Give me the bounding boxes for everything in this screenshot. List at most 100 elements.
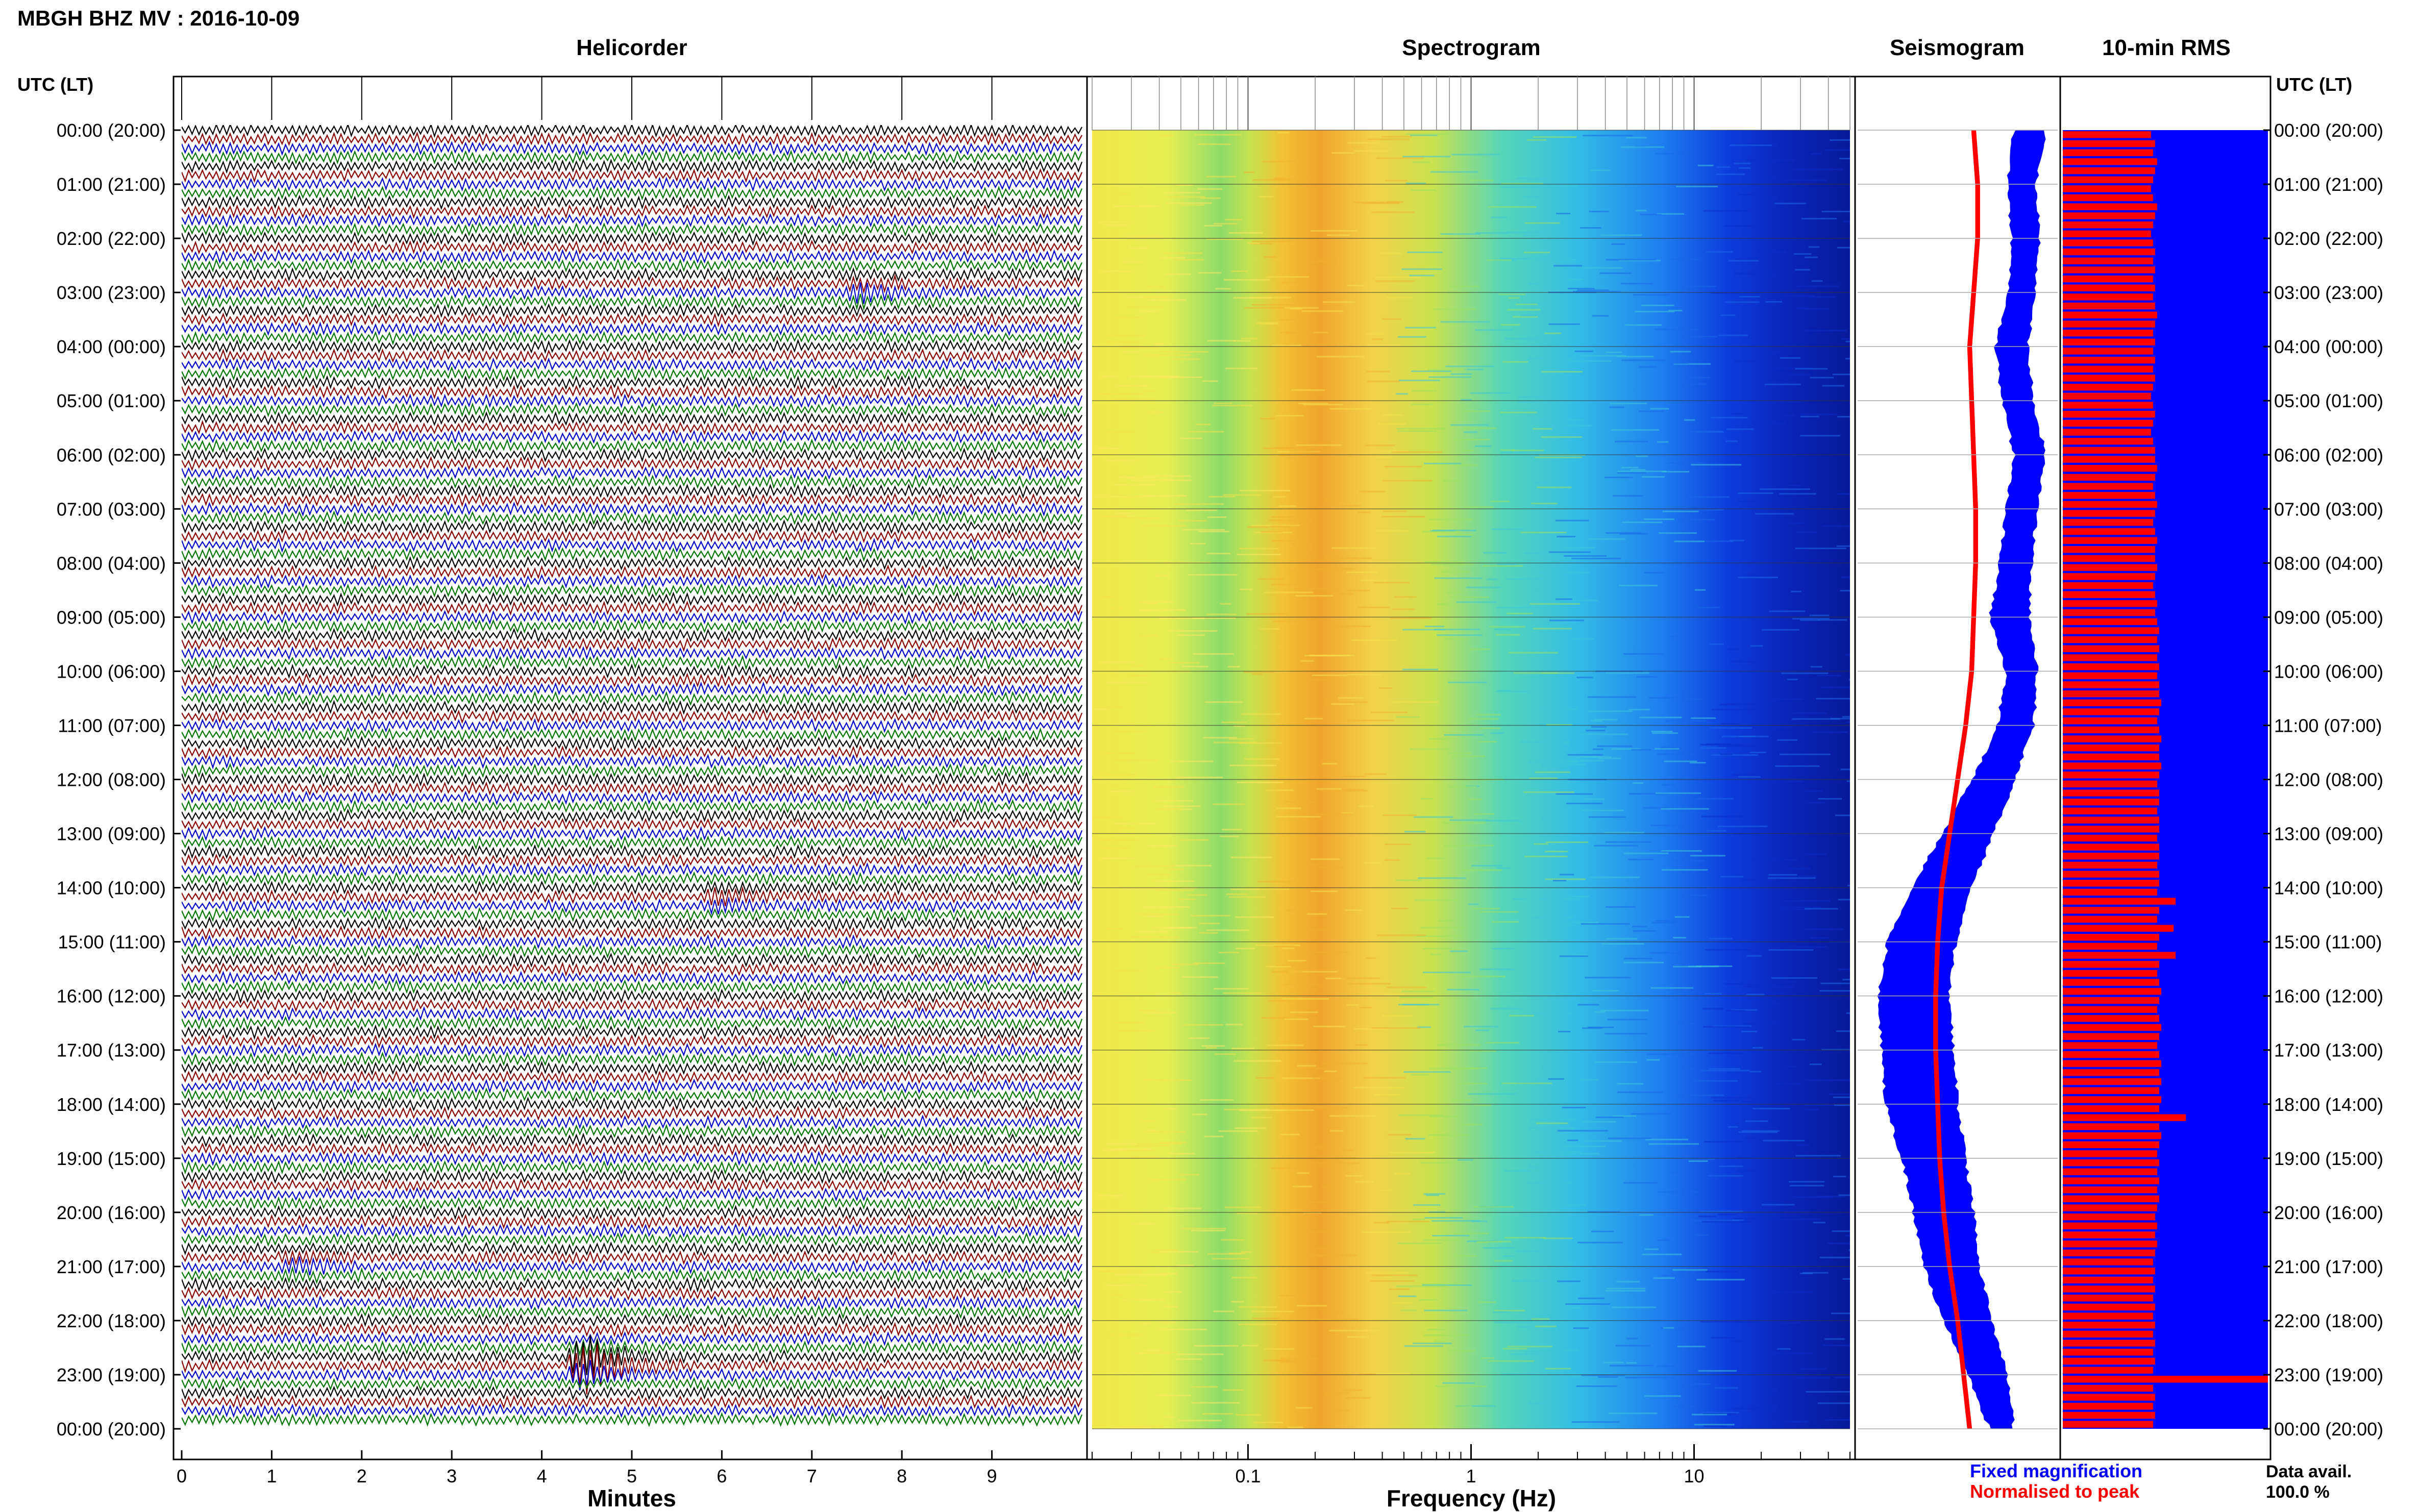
spectrogram-speckle [1461, 1124, 1483, 1126]
spectrogram-speckle [1103, 1149, 1125, 1151]
spectrogram-speckle [1533, 1012, 1573, 1014]
helicorder-trace [182, 141, 1082, 156]
spectrogram-speckle [1563, 1145, 1606, 1147]
spectrogram-speckle [1578, 355, 1626, 357]
helicorder-trace [182, 961, 1082, 977]
spectrogram-speckle [1265, 789, 1294, 791]
spectrogram-speckle [1684, 509, 1724, 511]
spectrogram-speckle [1096, 1195, 1124, 1197]
spectrogram-speckle [1437, 535, 1472, 537]
spectrogram-speckle [1153, 880, 1195, 882]
spectrogram-speckle [1576, 677, 1593, 679]
spectrogram-speckle [1794, 1377, 1830, 1379]
spectrogram-speckle [1423, 1193, 1446, 1195]
spectrogram-speckle [1810, 377, 1834, 379]
spectrogram-speckle [1430, 171, 1478, 173]
spectrogram-speckle [1357, 606, 1391, 608]
rms-bar [2063, 239, 2153, 246]
spectrogram-speckle [1432, 1234, 1469, 1236]
spectrogram-speckle [1417, 1026, 1431, 1028]
spectrogram-speckle [1497, 563, 1517, 565]
rms-bar [2063, 735, 2161, 742]
rms-bar [2063, 1285, 2155, 1293]
spectrogram-speckle [1105, 1284, 1148, 1286]
spectrogram-speckle [1371, 1274, 1418, 1276]
rms-bar [2063, 501, 2157, 508]
spectrogram-speckle [1259, 323, 1278, 325]
spectrogram-speckle [1711, 1097, 1750, 1099]
spectrogram-speckle [1296, 444, 1342, 446]
spectrogram-speckle [1264, 591, 1313, 593]
spectrogram-speckle [1381, 450, 1408, 452]
spectrogram-speckle [1524, 552, 1550, 554]
spectrogram-speckle [1311, 890, 1338, 893]
rms-bar [2063, 988, 2161, 995]
spectrogram-speckle [1725, 703, 1770, 705]
spectrogram-speckle [1544, 332, 1562, 334]
helicorder-trace [182, 150, 1082, 165]
spectrogram-speckle [1370, 1280, 1415, 1282]
spectrogram-speckle [1444, 845, 1494, 847]
spectrogram-speckle [1664, 760, 1697, 762]
spectrogram-speckle [1149, 1179, 1187, 1181]
spectrogram-speckle [1115, 517, 1160, 519]
spectrogram-speckle [1548, 954, 1588, 956]
spectrogram-speckle [1290, 571, 1302, 573]
spectrogram-speckle [1230, 888, 1259, 890]
spectrogram-speckle [1256, 322, 1278, 324]
spectrogram-speckle [1494, 1260, 1513, 1262]
spectrogram-speckle [1271, 516, 1294, 518]
helicorder-trace [182, 420, 1082, 435]
spectrogram-speckle [1556, 793, 1593, 795]
spectrogram-speckle [1499, 258, 1539, 260]
rms-bar [2063, 699, 2161, 706]
spectrogram-speckle [1689, 762, 1706, 764]
spectrogram-speckle [1611, 243, 1625, 245]
spectrogram-speckle [1182, 976, 1218, 978]
spectrogram-speckle [1136, 913, 1179, 915]
spectrogram-speckle [1672, 362, 1689, 364]
spectrogram-speckle [1598, 1376, 1618, 1378]
spectrogram-speckle [1263, 1359, 1308, 1361]
helicorder-trace [182, 1277, 1082, 1293]
spectrogram-speckle [1359, 1373, 1376, 1375]
spectrogram-speckle [1364, 773, 1387, 775]
spectrogram-speckle [1533, 628, 1572, 630]
spectrogram-speckle [1225, 367, 1257, 369]
helicorder-trace [182, 1078, 1082, 1094]
spectrogram-speckle [1411, 1074, 1429, 1076]
spectrogram-speckle [1221, 721, 1247, 723]
y-tick-label-left: 16:00 (12:00) [57, 986, 166, 1007]
spectrogram-speckle [1450, 596, 1489, 598]
spectrogram-speckle [1657, 441, 1669, 443]
spectrogram-speckle [1469, 180, 1494, 182]
helicorder-x-tick-label: 1 [266, 1466, 277, 1486]
spectrogram-speckle [1551, 547, 1595, 549]
spectrogram-speckle [1366, 957, 1376, 959]
spectrogram-speckle [1606, 351, 1622, 353]
spectrogram-speckle [1785, 1066, 1796, 1068]
rms-bar [2063, 456, 2155, 463]
spectrogram-speckle [1109, 790, 1137, 792]
spectrogram-speckle [1483, 552, 1507, 554]
rms-bar [2063, 167, 2155, 175]
spectrogram-speckle [1528, 178, 1564, 180]
spectrogram-speckle [1582, 1121, 1616, 1123]
spectrogram-speckle [1832, 1230, 1850, 1232]
helicorder-trace [182, 1394, 1082, 1409]
spectrogram-speckle [1487, 1360, 1535, 1362]
spectrogram-speckle [1786, 946, 1828, 948]
spectrogram-speckle [1152, 927, 1192, 929]
spectrogram-speckle [1745, 1137, 1766, 1139]
spectrogram-speckle [1113, 1022, 1146, 1024]
spectrogram-speckle [1375, 280, 1415, 282]
spectrogram-speckle [1619, 260, 1661, 262]
rms-bar [2063, 320, 2155, 328]
spectrogram-speckle [1194, 134, 1242, 136]
spectrogram-speckle [1538, 259, 1577, 261]
spectrogram-speckle [1546, 724, 1572, 726]
spectrogram-speckle [1390, 1152, 1436, 1154]
spectrogram-speckle [1600, 1009, 1649, 1011]
spectrogram-speckle [1405, 327, 1437, 329]
spectrogram-speckle [1190, 542, 1206, 544]
